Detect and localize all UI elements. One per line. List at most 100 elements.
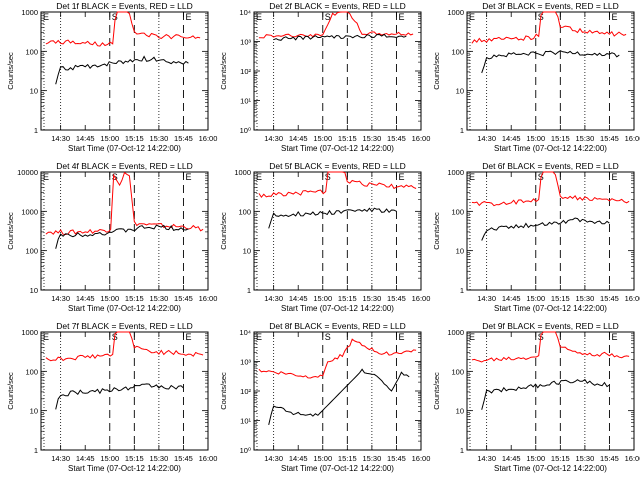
interval-marker-s: S	[325, 332, 331, 342]
x-tick-label: 16:00	[412, 294, 431, 303]
x-tick-label: 15:15	[551, 294, 570, 303]
panel-title: Det 9f BLACK = Events, RED = LLD	[482, 321, 619, 331]
x-tick-label: 15:15	[551, 134, 570, 143]
detector-panel-3: Det 3f BLACK = Events, RED = LLD Start Ti…	[432, 1, 640, 153]
x-tick-label: 15:30	[362, 134, 381, 143]
y-tick-label: 10²	[240, 67, 251, 76]
x-tick-label: 15:45	[600, 294, 619, 303]
detector-panel-8: Det 8f BLACK = Events, RED = LLD Start Ti…	[219, 321, 430, 473]
x-tick-label: 15:00	[526, 294, 545, 303]
y-tick-label: 100	[451, 367, 464, 376]
interval-marker-e: E	[256, 332, 262, 342]
x-axis-label: Start Time (07-Oct-12 14:22:00)	[494, 144, 607, 153]
x-axis-label: Start Time (07-Oct-12 14:22:00)	[281, 144, 394, 153]
interval-marker-e: E	[611, 172, 617, 182]
interval-marker-e: E	[43, 172, 49, 182]
x-tick-label: 14:30	[51, 134, 70, 143]
lld-series-line	[258, 338, 417, 379]
y-axis-label: Counts/sec	[432, 372, 441, 410]
panel-title: Det 5f BLACK = Events, RED = LLD	[269, 161, 406, 171]
interval-marker-e: E	[398, 12, 404, 22]
plot-frame	[466, 331, 635, 451]
x-tick-label: 15:30	[362, 454, 381, 463]
y-tick-label: 1000	[21, 207, 38, 216]
x-tick-label: 15:30	[149, 454, 168, 463]
y-tick-label: 10	[456, 407, 464, 416]
detector-panel-6: Det 6f BLACK = Events, RED = LLD Start Ti…	[432, 161, 640, 313]
lld-series-line	[45, 171, 204, 236]
y-tick-label: 1	[460, 126, 464, 135]
y-tick-label: 10³	[240, 358, 251, 367]
detector-panel-7: Det 7f BLACK = Events, RED = LLD Start Ti…	[6, 321, 217, 473]
x-tick-label: 15:30	[362, 294, 381, 303]
x-axis-label: Start Time (07-Oct-12 14:22:00)	[68, 144, 181, 153]
x-tick-label: 15:45	[387, 454, 406, 463]
x-tick-label: 15:45	[174, 294, 193, 303]
plot-frame	[253, 331, 422, 451]
y-tick-label: 10	[456, 247, 464, 256]
x-tick-label: 15:30	[575, 134, 594, 143]
lld-series-line	[258, 171, 417, 199]
x-tick-label: 16:00	[625, 294, 640, 303]
y-axis-label: Counts/sec	[6, 52, 15, 90]
lld-series-line	[471, 331, 630, 363]
interval-marker-e: E	[611, 12, 617, 22]
x-tick-label: 14:45	[76, 134, 95, 143]
interval-marker-e: E	[256, 12, 262, 22]
x-tick-label: 15:00	[526, 134, 545, 143]
x-tick-label: 14:30	[477, 454, 496, 463]
interval-marker-e: E	[256, 172, 262, 182]
x-tick-label: 14:30	[51, 454, 70, 463]
y-axis-label: Counts/sec	[219, 372, 228, 410]
x-tick-label: 15:00	[313, 134, 332, 143]
detector-panel-2: Det 2f BLACK = Events, RED = LLD Start Ti…	[219, 1, 430, 153]
x-tick-label: 14:30	[264, 294, 283, 303]
x-tick-label: 15:15	[125, 454, 144, 463]
y-tick-label: 10	[30, 407, 38, 416]
x-tick-label: 14:45	[289, 294, 308, 303]
interval-marker-e: E	[398, 172, 404, 182]
x-tick-label: 15:00	[526, 454, 545, 463]
y-axis-label: Counts/sec	[6, 372, 15, 410]
panel-title: Det 6f BLACK = Events, RED = LLD	[482, 161, 619, 171]
x-tick-label: 15:15	[551, 454, 570, 463]
x-tick-label: 16:00	[199, 134, 218, 143]
x-tick-label: 14:30	[264, 134, 283, 143]
y-tick-label: 100	[25, 47, 38, 56]
panel-title: Det 7f BLACK = Events, RED = LLD	[56, 321, 193, 331]
x-tick-label: 15:30	[149, 134, 168, 143]
y-axis-label: Counts/sec	[432, 52, 441, 90]
y-tick-label: 10	[456, 87, 464, 96]
y-tick-label: 10¹	[240, 417, 251, 426]
y-tick-label: 1000	[234, 168, 251, 177]
y-axis-label: Counts/sec	[219, 52, 228, 90]
x-tick-label: 16:00	[412, 454, 431, 463]
interval-marker-s: S	[325, 12, 331, 22]
x-tick-label: 14:30	[477, 294, 496, 303]
x-axis-label: Start Time (07-Oct-12 14:22:00)	[68, 304, 181, 313]
lld-series-line	[471, 171, 630, 207]
lld-series-line	[45, 11, 201, 47]
x-tick-label: 14:45	[76, 454, 95, 463]
x-tick-label: 15:00	[313, 454, 332, 463]
y-tick-label: 100	[25, 367, 38, 376]
y-tick-label: 10²	[240, 387, 251, 396]
x-tick-label: 14:45	[502, 454, 521, 463]
x-tick-label: 16:00	[625, 134, 640, 143]
x-tick-label: 14:30	[51, 294, 70, 303]
plot-frame	[466, 11, 635, 131]
events-series-line	[481, 50, 620, 74]
x-tick-label: 15:30	[575, 454, 594, 463]
y-tick-label: 1	[247, 286, 251, 295]
y-tick-label: 100	[451, 47, 464, 56]
y-tick-label: 10⁰	[240, 446, 251, 455]
interval-marker-e: E	[43, 332, 49, 342]
panel-title: Det 3f BLACK = Events, RED = LLD	[482, 1, 619, 11]
x-tick-label: 15:00	[100, 454, 119, 463]
x-tick-label: 16:00	[625, 454, 640, 463]
y-tick-label: 10⁴	[239, 8, 251, 17]
interval-marker-e: E	[469, 12, 475, 22]
panel-title: Det 1f BLACK = Events, RED = LLD	[56, 1, 193, 11]
plot-frame	[40, 331, 209, 451]
x-tick-label: 15:45	[387, 294, 406, 303]
